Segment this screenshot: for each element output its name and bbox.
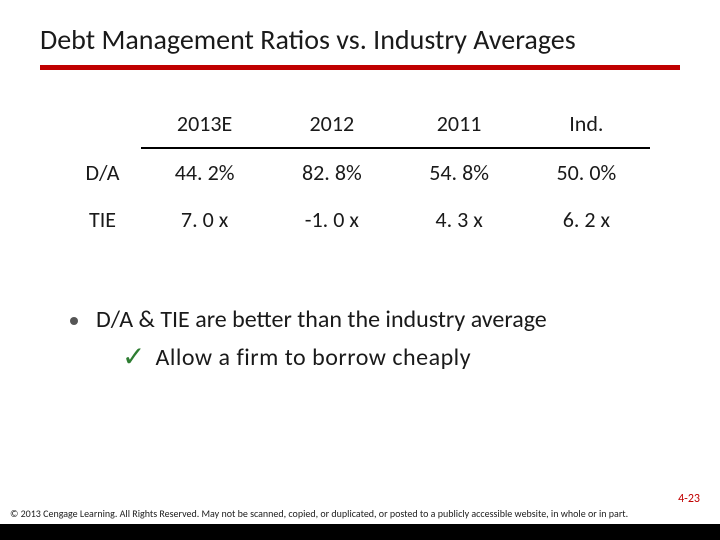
cell: 50. 0% — [523, 148, 650, 196]
col-blank — [70, 100, 141, 148]
sub-bullet-text: Allow a firm to borrow cheaply — [155, 343, 471, 372]
ratios-table: 2013E 2012 2011 Ind. D/A 44. 2% 82. 8% 5… — [70, 100, 650, 243]
checkmark-icon: ✓ — [122, 343, 145, 371]
table-header-row: 2013E 2012 2011 Ind. — [70, 100, 650, 148]
bullet-list: D/A & TIE are better than the industry a… — [70, 303, 660, 372]
table-row: D/A 44. 2% 82. 8% 54. 8% 50. 0% — [70, 148, 650, 196]
cell: -1. 0 x — [268, 196, 395, 243]
col-ind: Ind. — [523, 100, 650, 148]
col-2013e: 2013E — [141, 100, 268, 148]
bullet-dot-icon — [70, 317, 78, 325]
copyright-text: © 2013 Cengage Learning. All Rights Rese… — [10, 507, 710, 520]
cell: 4. 3 x — [395, 196, 522, 243]
page-number: 4-23 — [678, 492, 700, 506]
title-underline — [40, 65, 680, 70]
row-label-tie: TIE — [70, 196, 141, 243]
bullet-text: D/A & TIE are better than the industry a… — [96, 303, 547, 337]
cell: 54. 8% — [395, 148, 522, 196]
cell: 7. 0 x — [141, 196, 268, 243]
cell: 82. 8% — [268, 148, 395, 196]
slide-title: Debt Management Ratios vs. Industry Aver… — [0, 0, 720, 65]
cell: 44. 2% — [141, 148, 268, 196]
slide: Debt Management Ratios vs. Industry Aver… — [0, 0, 720, 540]
col-2011: 2011 — [395, 100, 522, 148]
row-label-da: D/A — [70, 148, 141, 196]
cell: 6. 2 x — [523, 196, 650, 243]
bottom-bar — [0, 524, 720, 540]
sub-bullet: ✓ Allow a firm to borrow cheaply — [122, 343, 547, 372]
table-row: TIE 7. 0 x -1. 0 x 4. 3 x 6. 2 x — [70, 196, 650, 243]
col-2012: 2012 — [268, 100, 395, 148]
bullet-item: D/A & TIE are better than the industry a… — [70, 303, 660, 372]
